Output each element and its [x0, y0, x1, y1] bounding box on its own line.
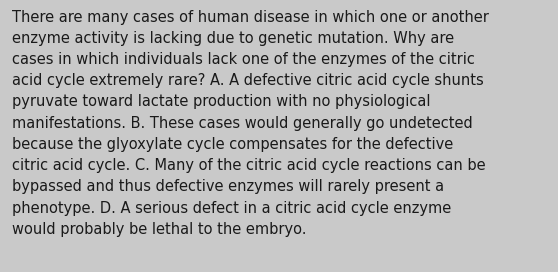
- Text: There are many cases of human disease in which one or another
enzyme activity is: There are many cases of human disease in…: [12, 10, 489, 237]
